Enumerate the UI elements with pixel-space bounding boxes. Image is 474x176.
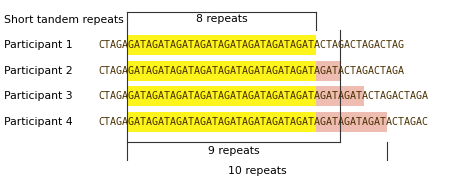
Text: Participant 4: Participant 4 [3, 117, 72, 127]
Text: Participant 1: Participant 1 [3, 40, 72, 50]
Bar [127, 35, 317, 55]
Text: CTAGAGATAGATAGATAGATAGATAGATAGATAGATACTAGACTAGACTAG: CTAGAGATAGATAGATAGATAGATAGATAGATAGATACTA… [98, 40, 404, 50]
Text: CTAGAGATAGATAGATAGATAGATAGATAGATAGATAGATAGATACTAGACTAGA: CTAGAGATAGATAGATAGATAGATAGATAGATAGATAGAT… [98, 91, 428, 101]
Text: 9 repeats: 9 repeats [208, 146, 259, 156]
Bar [127, 112, 317, 132]
Text: Participant 3: Participant 3 [3, 91, 72, 101]
Text: CTAGAGATAGATAGATAGATAGATAGATAGATAGATAGATACTAGACTAGA: CTAGAGATAGATAGATAGATAGATAGATAGATAGATAGAT… [98, 66, 404, 76]
Bar [127, 35, 317, 55]
Text: CTAGAGATAGATAGATAGATAGATAGATAGATAGATAGATAGATAGATACTAGAC: CTAGAGATAGATAGATAGATAGATAGATAGATAGATAGAT… [98, 117, 428, 127]
Bar [127, 86, 317, 106]
Text: Short tandem repeats: Short tandem repeats [3, 15, 123, 25]
Bar [127, 61, 317, 81]
Text: 8 repeats: 8 repeats [196, 14, 247, 24]
Bar [127, 112, 387, 132]
Text: 10 repeats: 10 repeats [228, 166, 286, 176]
Bar [127, 61, 340, 81]
Text: Participant 2: Participant 2 [3, 66, 72, 76]
Bar [127, 86, 364, 106]
